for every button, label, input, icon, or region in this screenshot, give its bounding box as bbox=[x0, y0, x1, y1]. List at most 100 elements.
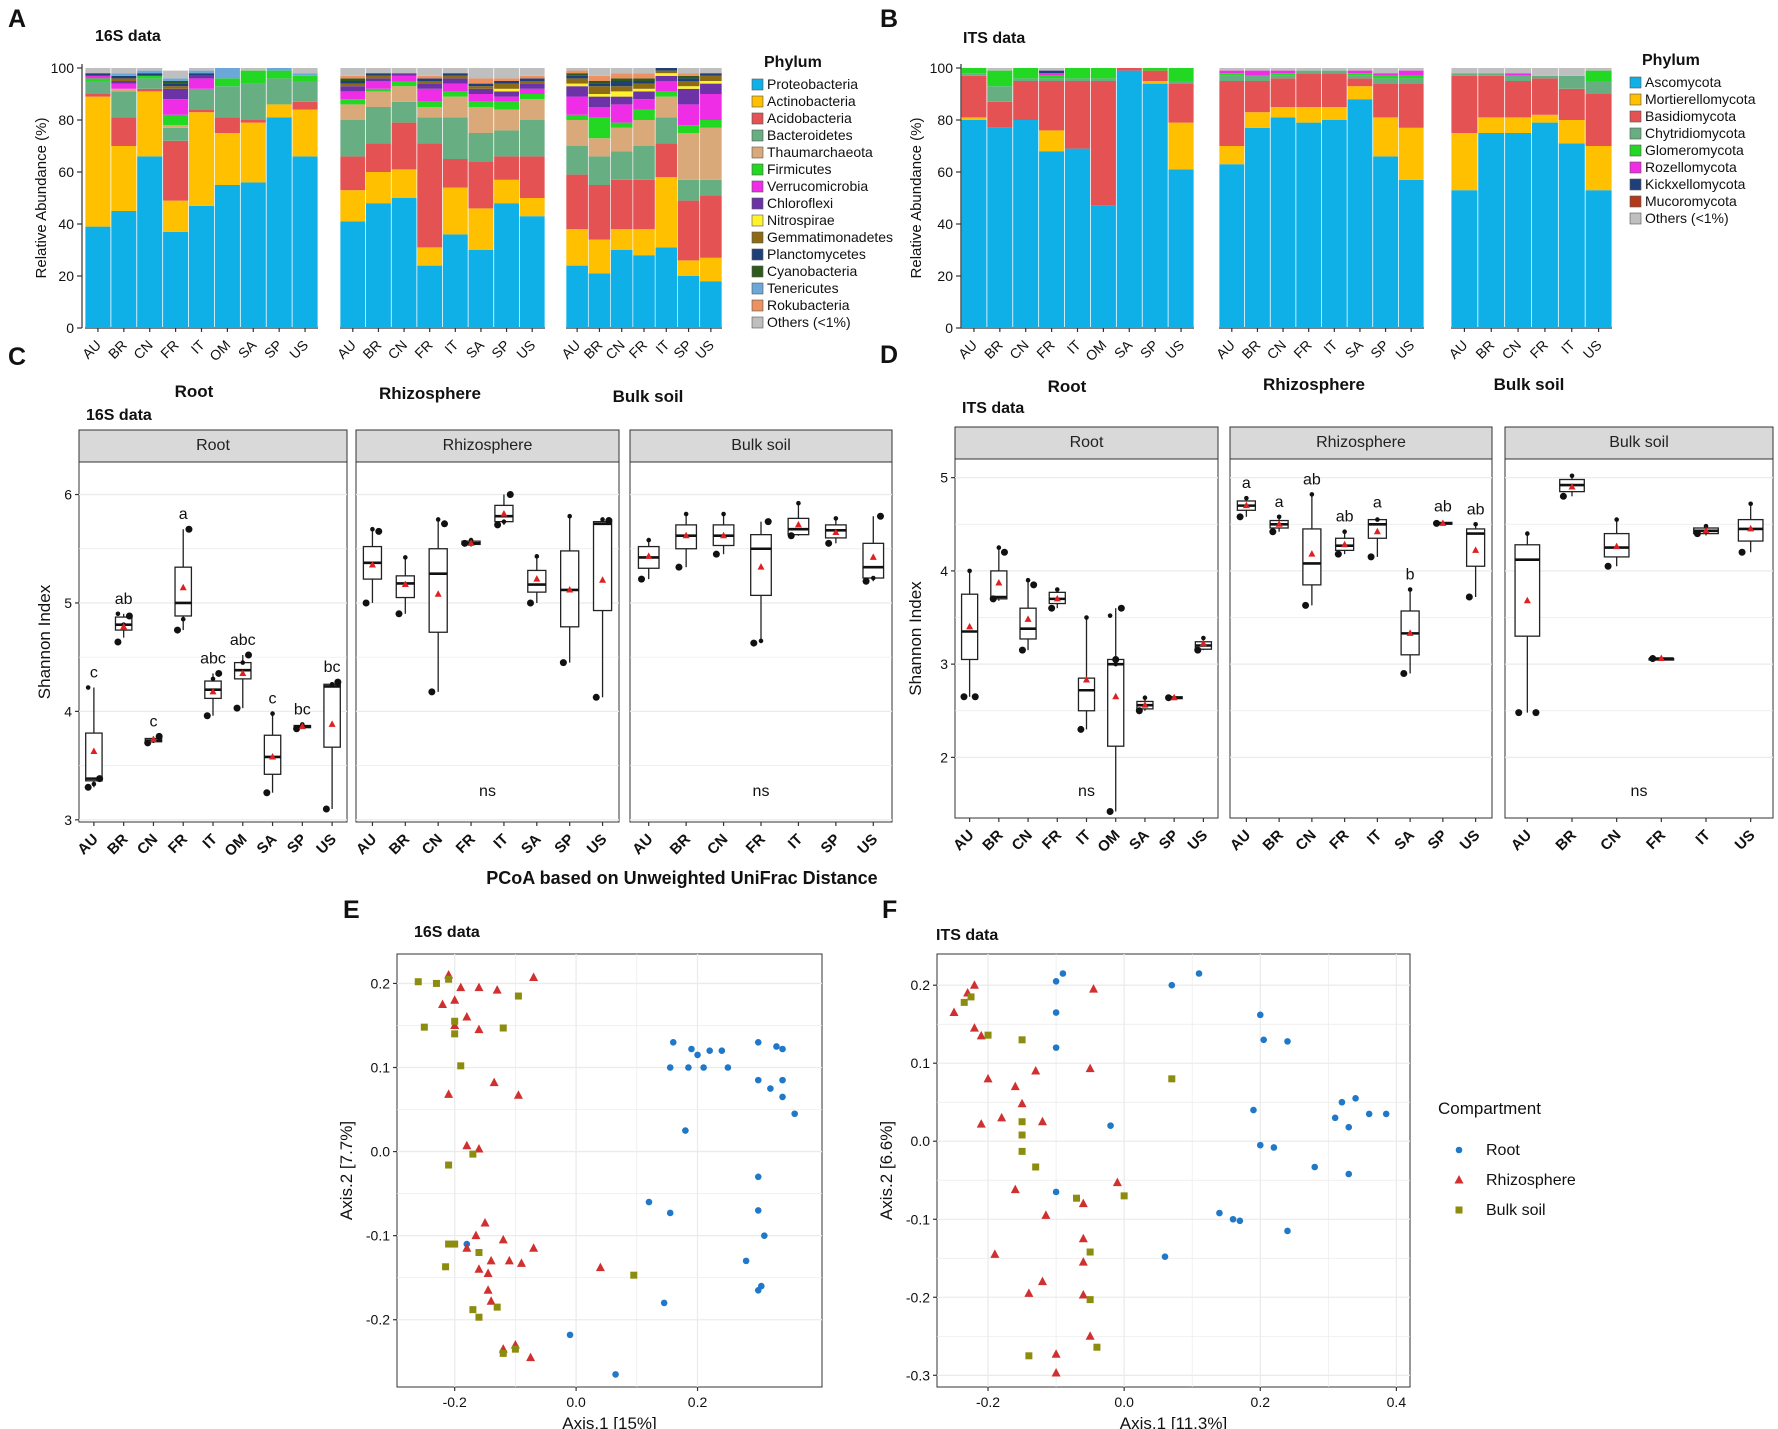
bar-segment-acidobacteria bbox=[391, 122, 417, 170]
data-point bbox=[1165, 694, 1173, 702]
x-tick-label: CN bbox=[419, 831, 446, 858]
bar-segment-cyanobacteria bbox=[677, 75, 700, 79]
bar-segment-chytridiomycota bbox=[1558, 75, 1585, 89]
y-tick-label: -0.1 bbox=[366, 1228, 390, 1244]
mean-marker bbox=[1472, 546, 1480, 553]
bar-segment-firmicutes bbox=[214, 78, 240, 87]
bar-segment-chytridiomycota bbox=[1451, 73, 1478, 76]
bar-segment-thaumarchaeota bbox=[677, 133, 700, 180]
group-heading: Root bbox=[1048, 377, 1087, 396]
bar-segment-actinobacteria bbox=[240, 122, 266, 183]
bar-segment-chloroflexi bbox=[340, 86, 366, 92]
point-root bbox=[1052, 1044, 1060, 1051]
bar-segment-chloroflexi bbox=[468, 88, 494, 94]
bar-segment-ascomycota bbox=[1270, 117, 1296, 329]
box bbox=[174, 566, 193, 617]
bar-segment-mortierellomycota bbox=[1347, 86, 1373, 100]
bar-segment-rozellomycota bbox=[1347, 70, 1373, 74]
mean-marker bbox=[1242, 501, 1250, 509]
mean-marker bbox=[298, 722, 306, 730]
bar-segment-ascomycota bbox=[1451, 190, 1478, 328]
bar-segment-thaumarchaeota bbox=[588, 138, 611, 157]
data-point bbox=[592, 693, 600, 701]
bar-segment-glomeromycota bbox=[1168, 68, 1194, 81]
x-tick-label: US bbox=[1580, 337, 1605, 362]
mean-marker bbox=[1747, 524, 1755, 532]
x-tick-label: SA bbox=[463, 336, 488, 361]
bar-segment-ascomycota bbox=[1168, 169, 1194, 328]
bar-segment-bacteroidetes bbox=[655, 117, 678, 144]
data-point bbox=[1117, 604, 1125, 612]
bar-segment-nitrospirae bbox=[566, 83, 588, 87]
bar-segment-glomeromycota bbox=[1347, 73, 1373, 76]
mean-marker bbox=[401, 580, 409, 588]
point-rhizosphere bbox=[504, 1255, 514, 1265]
bar-segment-others- bbox=[1347, 68, 1373, 71]
point-root bbox=[1331, 1114, 1339, 1122]
x-tick-label: OM bbox=[1094, 827, 1123, 856]
data-point bbox=[1025, 577, 1031, 583]
point-rhizosphere bbox=[483, 1268, 493, 1277]
data-point bbox=[263, 789, 271, 797]
bar-segment-others- bbox=[85, 68, 111, 74]
bar-segment-nitrospirae bbox=[610, 91, 633, 97]
bar-segment-verrucomicrobia bbox=[566, 96, 588, 115]
mean-marker bbox=[533, 575, 541, 582]
x-tick-label: OM bbox=[221, 831, 250, 860]
bar-segment-others- bbox=[700, 68, 722, 74]
x-tick-label: IT bbox=[199, 831, 220, 852]
bar-segment-rokubacteria bbox=[633, 73, 655, 79]
data-point bbox=[1107, 613, 1113, 618]
x-tick-label: CN bbox=[134, 831, 161, 858]
bar-segment-verrucomicrobia bbox=[468, 94, 494, 102]
mean-marker bbox=[966, 622, 974, 630]
bar-segment-ascomycota bbox=[1219, 164, 1245, 328]
bar-segment-gemmatimonadetes bbox=[655, 70, 678, 74]
bar-segment-proteobacteria bbox=[494, 203, 519, 328]
y-tick-label: 60 bbox=[937, 164, 953, 180]
bar-segment-basidiomycota bbox=[1142, 70, 1168, 81]
mean-marker bbox=[1308, 550, 1316, 557]
bar-segment-bacteroidetes bbox=[340, 120, 366, 157]
bar-segment-acidobacteria bbox=[633, 179, 655, 230]
point-bulk-soil bbox=[1086, 1296, 1094, 1304]
x-tick-label: BR bbox=[1552, 827, 1579, 854]
point-rhizosphere bbox=[526, 1352, 536, 1362]
box bbox=[862, 542, 885, 579]
point-root bbox=[660, 1299, 668, 1307]
point-rhizosphere bbox=[516, 1258, 526, 1267]
x-tick-label: IT bbox=[1064, 336, 1084, 356]
data-point bbox=[646, 537, 652, 543]
x-tick-label: AU bbox=[74, 831, 101, 858]
bar-segment-firmicutes bbox=[677, 125, 700, 133]
data-point bbox=[787, 532, 795, 540]
bar-segment-bacteroidetes bbox=[292, 81, 318, 102]
bar-segment-rozellomycota bbox=[1245, 70, 1270, 76]
data-point bbox=[1614, 517, 1619, 522]
bar-segment-proteobacteria bbox=[214, 185, 240, 328]
bar-segment-others- bbox=[292, 68, 318, 74]
facet-strip bbox=[954, 426, 1219, 460]
point-bulk-soil bbox=[960, 998, 968, 1006]
bar-segment-others- bbox=[677, 68, 700, 74]
point-rhizosphere bbox=[486, 1296, 496, 1305]
y-tick-label: -0.2 bbox=[906, 1289, 930, 1305]
bar-segment-bacteroidetes bbox=[633, 146, 655, 180]
data-point bbox=[441, 520, 449, 528]
data-point bbox=[1236, 513, 1244, 521]
bar-segment-chloroflexi bbox=[588, 96, 611, 107]
bar-segment-proteobacteria bbox=[700, 281, 722, 328]
point-rhizosphere bbox=[492, 985, 502, 994]
point-bulk-soil bbox=[475, 1313, 483, 1321]
x-tick-label: SP bbox=[551, 831, 577, 857]
mean-marker bbox=[757, 563, 765, 570]
mean-marker bbox=[1170, 693, 1178, 701]
x-tick-label: -0.2 bbox=[976, 1394, 1000, 1410]
legend-label: Rokubacteria bbox=[767, 297, 850, 313]
x-tick-label: CN bbox=[602, 337, 628, 363]
data-point bbox=[567, 513, 572, 519]
mean-marker bbox=[1613, 542, 1621, 550]
bar-segment-acidobacteria bbox=[468, 161, 494, 209]
legend-label: Thaumarchaeota bbox=[767, 144, 873, 160]
point-bulk-soil bbox=[493, 1303, 501, 1311]
